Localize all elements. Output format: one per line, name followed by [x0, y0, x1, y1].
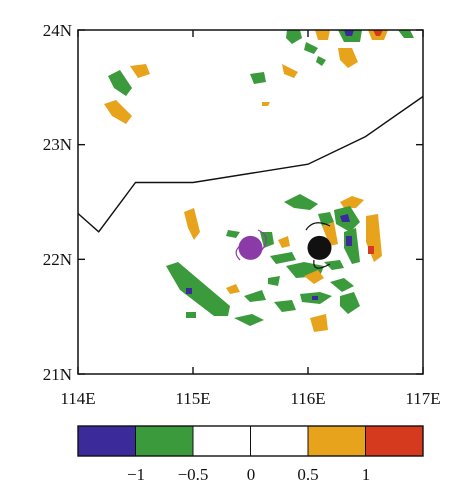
anomaly-contours [104, 30, 414, 332]
colorbar-label-0: 0 [247, 465, 256, 484]
contour-patch [186, 312, 196, 318]
contour-patch [304, 42, 318, 54]
contour-patch [108, 70, 132, 96]
colorbar-segment-4 [250, 425, 309, 457]
colorbar-label-05: 0.5 [297, 465, 318, 484]
latitude-labels: 24N 23N 22N 21N [43, 21, 72, 384]
contour-patch [318, 212, 334, 226]
colorbar-segment-6 [365, 425, 424, 457]
colorbar: −1 −0.5 0 0.5 1 [77, 425, 424, 484]
contour-patch [330, 278, 354, 292]
contour-patch [286, 30, 302, 44]
contour-patch [250, 72, 266, 84]
colorbar-label-neg05: −0.5 [178, 465, 209, 484]
storm-arm [257, 229, 267, 251]
colorbar-segment-1 [77, 425, 136, 457]
lon-label-115: 115E [175, 389, 210, 408]
contour-patch [166, 262, 230, 316]
coastline [77, 95, 424, 233]
lat-label-24: 24N [43, 21, 72, 40]
contour-patch [312, 296, 318, 300]
contour-patch [310, 314, 328, 332]
contour-patch [278, 236, 290, 248]
contour-patch [368, 246, 374, 254]
contour-patch [184, 208, 200, 240]
contour-patch [226, 230, 240, 238]
contour-patch [338, 48, 358, 68]
storm-marker-2 [307, 235, 332, 260]
lat-label-23: 23N [43, 135, 72, 154]
colorbar-segment-3 [192, 425, 251, 457]
lon-label-114: 114E [60, 389, 95, 408]
lat-label-21: 21N [43, 365, 72, 384]
contour-patch [398, 30, 414, 38]
lon-label-117: 117E [405, 389, 440, 408]
contour-patch [344, 30, 354, 36]
storm-markers [238, 235, 332, 260]
contour-patch [340, 214, 350, 222]
contour-patch [104, 100, 132, 124]
contour-patch [282, 64, 298, 78]
contour-patch [262, 102, 270, 106]
contour-patch [244, 290, 266, 302]
contour-patch [340, 196, 364, 208]
contour-patch [270, 252, 296, 264]
contour-patch [260, 232, 274, 248]
contour-patch [130, 64, 150, 78]
contour-patch [340, 292, 360, 314]
colorbar-segment-2 [135, 425, 194, 457]
contour-patch [284, 194, 318, 210]
map-frame [77, 29, 424, 375]
longitude-labels: 114E 115E 116E 117E [60, 389, 440, 408]
contour-patch [274, 300, 296, 312]
contour-patch [366, 214, 382, 262]
lon-label-116: 116E [290, 389, 325, 408]
contour-patch [373, 30, 383, 36]
colorbar-box [77, 425, 424, 457]
storm-arm [313, 259, 331, 269]
storm-marker-1 [238, 235, 263, 260]
contour-patch [268, 276, 280, 286]
contour-patch [322, 222, 338, 246]
contour-patch [304, 270, 324, 284]
contour-patch [186, 288, 192, 294]
contour-patch [315, 30, 330, 40]
contour-patch [316, 56, 326, 66]
lat-label-22: 22N [43, 250, 72, 269]
axis-ticks [77, 29, 424, 375]
contour-patch [226, 284, 240, 294]
contour-patch [234, 314, 264, 326]
contour-patch [346, 236, 352, 246]
contour-patch [324, 260, 344, 270]
storm-arm [305, 222, 331, 231]
colorbar-segment-5 [307, 425, 366, 457]
colorbar-label-neg1: −1 [127, 465, 145, 484]
colorbar-label-1: 1 [362, 465, 371, 484]
